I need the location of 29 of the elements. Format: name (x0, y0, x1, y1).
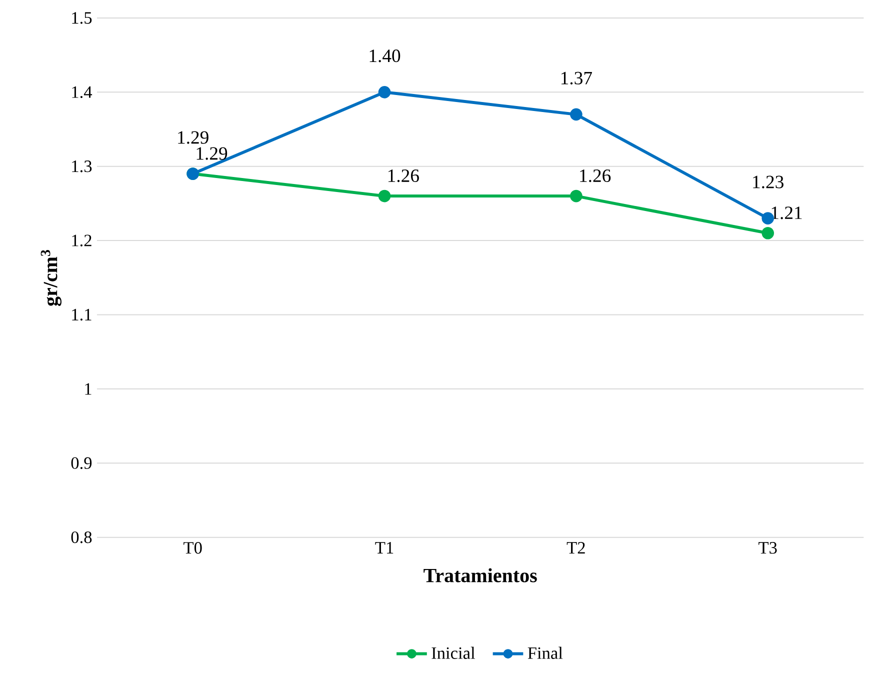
y-tick-label: 1.1 (72, 308, 92, 321)
data-label: 1.23 (753, 176, 784, 188)
data-label: 1.29 (178, 131, 208, 144)
y-tick-label: 0.9 (71, 457, 92, 470)
point (570, 190, 582, 202)
y-tick-label: 1.2 (72, 234, 92, 246)
legend-label: Final (528, 646, 563, 659)
point (762, 226, 774, 240)
data-label: 1.26 (388, 169, 419, 182)
x-tick-label: T2 (566, 542, 585, 554)
y-tick-label: 0.8 (71, 531, 92, 544)
x-tick-label: T1 (375, 542, 394, 554)
legend-label: Inicial (432, 646, 475, 659)
text: gr/cm$^{3}$ (40, 250, 62, 306)
data-label: 1.21 (772, 206, 802, 220)
y-tick-label: 1 (85, 383, 92, 395)
y-tick-label: 1.4 (72, 86, 92, 98)
x-tick-label: T0 (184, 542, 202, 554)
y-tick-label: 1.3 (72, 160, 92, 172)
point (378, 190, 391, 202)
point (570, 108, 582, 121)
x-tick-label: T3 (758, 542, 777, 554)
point (378, 86, 391, 98)
data-label: 1.40 (370, 50, 400, 62)
x-axis-title: Tratamientos (424, 568, 537, 582)
data-label: 1.26 (580, 169, 611, 182)
data-label: 1.29 (196, 147, 228, 160)
data-label: 1.37 (561, 72, 592, 84)
y-tick-label: 1.5 (72, 12, 92, 24)
